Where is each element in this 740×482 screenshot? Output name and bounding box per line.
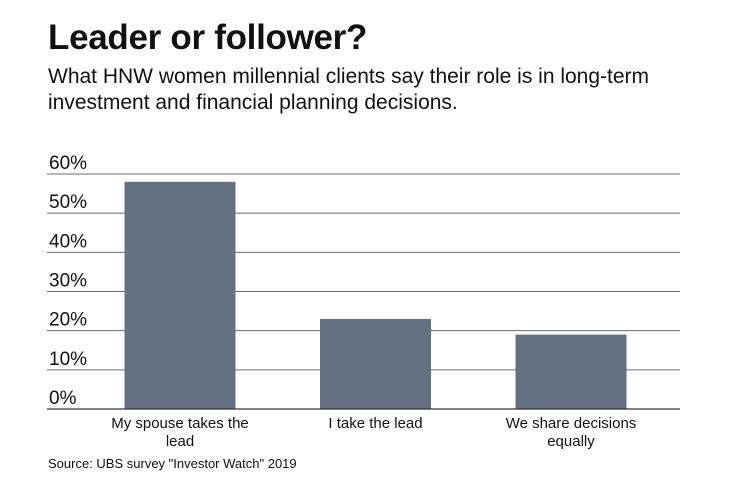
chart-title: Leader or follower? bbox=[48, 18, 368, 57]
y-tick-label: 60% bbox=[49, 153, 87, 174]
y-tick-label: 0% bbox=[49, 388, 77, 409]
bar bbox=[320, 318, 431, 409]
y-tick-label: 40% bbox=[49, 231, 87, 252]
x-category-label: I take the lead bbox=[328, 415, 422, 432]
y-tick-label: 10% bbox=[49, 349, 87, 370]
y-tick-label: 30% bbox=[49, 271, 87, 292]
y-tick-label: 20% bbox=[49, 310, 87, 331]
x-category-label: We share decisions bbox=[506, 415, 637, 432]
x-category-label: equally bbox=[547, 433, 595, 450]
x-category-label: lead bbox=[166, 433, 194, 450]
x-category-label: My spouse takes the bbox=[111, 415, 249, 432]
bar bbox=[124, 181, 236, 409]
source-note: Source: UBS survey "Investor Watch" 2019 bbox=[48, 456, 297, 471]
chart-subtitle: What HNW women millennial clients say th… bbox=[48, 65, 650, 114]
bar bbox=[515, 334, 627, 409]
y-tick-label: 50% bbox=[49, 192, 87, 213]
